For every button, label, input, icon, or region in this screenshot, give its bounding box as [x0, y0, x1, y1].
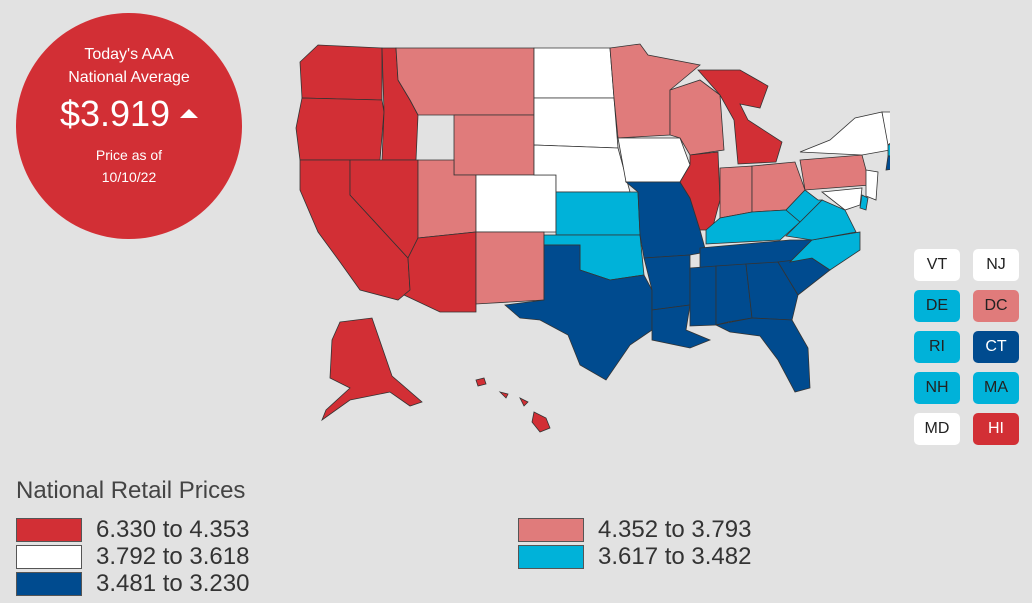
state-nm[interactable] — [475, 231, 545, 305]
badge-heading: Today's AAA National Average — [68, 46, 190, 86]
state-wy[interactable] — [453, 114, 535, 176]
legend-title: National Retail Prices — [16, 477, 246, 504]
state-mi[interactable] — [697, 69, 783, 165]
small-state-dc[interactable]: DC — [973, 290, 1019, 322]
national-average-price: $3.919 — [16, 93, 242, 135]
small-state-nj[interactable]: NJ — [973, 249, 1019, 281]
state-vt[interactable] — [881, 111, 890, 146]
state-co[interactable] — [475, 174, 557, 233]
state-az[interactable] — [403, 231, 477, 313]
state-sd[interactable] — [533, 97, 619, 149]
state-md[interactable] — [820, 187, 863, 211]
legend-swatch — [518, 545, 584, 569]
state-ny[interactable] — [799, 111, 890, 156]
small-state-hi[interactable]: HI — [973, 413, 1019, 445]
state-pa[interactable] — [799, 154, 871, 191]
legend-swatch — [16, 518, 82, 542]
state-hi[interactable] — [475, 377, 551, 433]
state-ak[interactable] — [321, 317, 423, 422]
state-ct[interactable] — [885, 155, 890, 171]
state-al[interactable] — [715, 263, 753, 326]
state-ks[interactable] — [555, 191, 641, 236]
small-state-ct[interactable]: CT — [973, 331, 1019, 363]
small-state-ma[interactable]: MA — [973, 372, 1019, 404]
state-de[interactable] — [859, 194, 869, 211]
state-ma[interactable] — [887, 140, 890, 157]
up-arrow-icon — [180, 108, 199, 118]
small-state-md[interactable]: MD — [914, 413, 960, 445]
small-state-vt[interactable]: VT — [914, 249, 960, 281]
state-wv[interactable] — [785, 189, 823, 223]
state-or[interactable] — [295, 97, 385, 161]
state-ia[interactable] — [617, 137, 691, 183]
state-mt[interactable] — [395, 47, 535, 116]
legend-swatch — [518, 518, 584, 542]
state-ga[interactable] — [745, 261, 799, 321]
state-fl[interactable] — [714, 317, 811, 393]
legend-swatch — [16, 572, 82, 596]
state-nd[interactable] — [533, 47, 615, 99]
small-state-nh[interactable]: NH — [914, 372, 960, 404]
legend-swatch — [16, 545, 82, 569]
legend-label: 3.792 to 3.618 — [96, 543, 250, 570]
state-tx[interactable] — [504, 244, 653, 381]
state-wa[interactable] — [299, 44, 383, 101]
legend-label: 3.617 to 3.482 — [598, 543, 752, 570]
small-state-de[interactable]: DE — [914, 290, 960, 322]
state-wi[interactable] — [669, 79, 725, 156]
legend-label: 3.481 to 3.230 — [96, 570, 250, 597]
legend-label: 6.330 to 4.353 — [96, 516, 250, 543]
us-map — [295, 43, 890, 433]
state-ms[interactable] — [689, 265, 717, 327]
legend-label: 4.352 to 3.793 — [598, 516, 752, 543]
state-nj[interactable] — [865, 169, 879, 201]
small-state-ri[interactable]: RI — [914, 331, 960, 363]
national-average-badge: Today's AAA National Average $3.919 Pric… — [16, 13, 242, 239]
price-date: Price as of 10/10/22 — [95, 147, 163, 185]
state-il[interactable] — [679, 151, 721, 231]
state-in[interactable] — [719, 165, 753, 219]
